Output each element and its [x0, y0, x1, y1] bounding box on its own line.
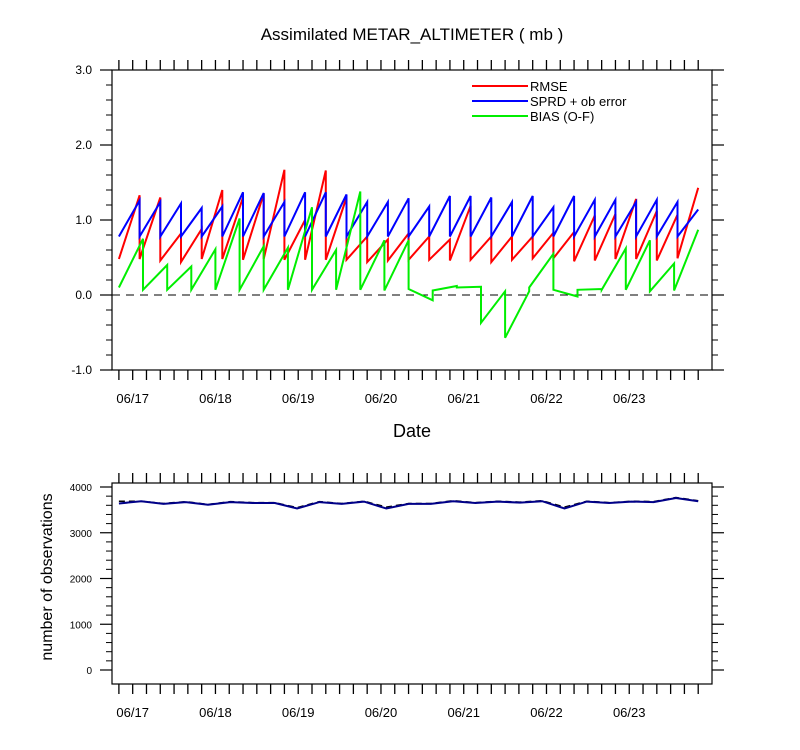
x-tick-label: 06/22	[530, 705, 563, 720]
x-tick-label: 06/19	[282, 391, 315, 406]
bottom-ticks	[100, 473, 724, 694]
x-tick-label: 06/21	[447, 391, 480, 406]
x-tick-label: 06/20	[365, 391, 398, 406]
x-tick-label: 06/23	[613, 391, 646, 406]
x-axis-title: Date	[393, 421, 431, 441]
top-series	[117, 169, 700, 339]
x-tick-label: 06/17	[116, 391, 149, 406]
y-tick-label: 2000	[70, 575, 93, 586]
y-tick-label: 4000	[70, 483, 93, 494]
x-tick-label: 06/22	[530, 391, 563, 406]
series-line-bias-o-f-	[118, 191, 700, 339]
x-tick-label: 06/20	[365, 705, 398, 720]
series-line-sprd-ob-error	[118, 191, 699, 241]
top-ticks	[100, 60, 724, 380]
y-tick-label: 3.0	[75, 63, 92, 77]
y-axis-title: number of observations	[39, 493, 56, 660]
bottom-series	[118, 496, 699, 510]
y-tick-label: 0	[86, 666, 92, 677]
y-tick-label: 1.0	[75, 213, 92, 227]
top-x-tick-labels: 06/17 06/18 06/19 06/20 06/21 06/22 06/23	[116, 391, 645, 406]
bottom-plot-frame	[111, 482, 713, 685]
x-tick-label: 06/18	[199, 391, 232, 406]
x-tick-label: 06/19	[282, 705, 315, 720]
x-tick-label: 06/23	[613, 705, 646, 720]
top-plot-frame	[111, 69, 713, 371]
bottom-x-tick-labels: 06/17 06/18 06/19 06/20 06/21 06/22 06/23	[116, 705, 645, 720]
y-tick-label: 0.0	[75, 288, 92, 302]
x-tick-label: 06/21	[447, 705, 480, 720]
obs-series-assimilated	[118, 496, 699, 510]
y-tick-label: -1.0	[71, 363, 92, 377]
x-tick-label: 06/18	[199, 705, 232, 720]
legend-label: BIAS (O-F)	[530, 109, 594, 124]
y-tick-label: 3000	[70, 529, 93, 540]
top-y-tick-labels: -1.0 0.0 1.0 2.0 3.0	[71, 63, 92, 377]
bottom-y-tick-labels: 0 1000 2000 3000 4000	[70, 483, 93, 677]
legend-label: RMSE	[530, 79, 568, 94]
x-tick-label: 06/17	[116, 705, 149, 720]
chart-title: Assimilated METAR_ALTIMETER ( mb )	[261, 25, 564, 44]
legend-label: SPRD + ob error	[530, 94, 627, 109]
y-tick-label: 1000	[70, 620, 93, 631]
y-tick-label: 2.0	[75, 138, 92, 152]
top-chart: Assimilated METAR_ALTIMETER ( mb ) -1.0 0…	[71, 25, 724, 441]
